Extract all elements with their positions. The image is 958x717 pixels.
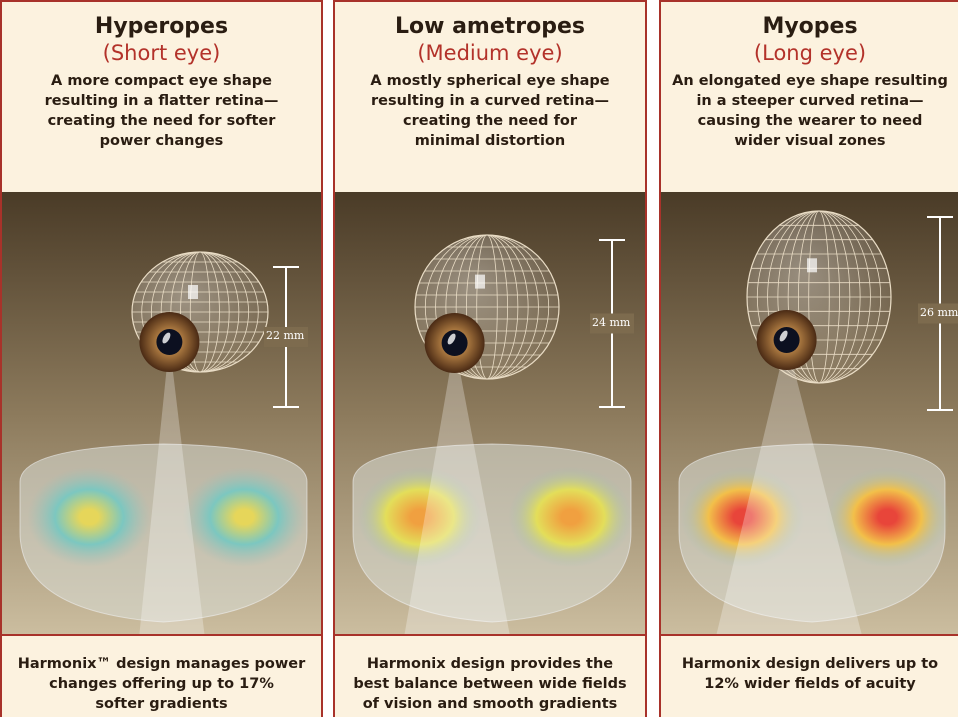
description-line: creating the need for xyxy=(335,111,645,131)
footer-line: Harmonix design provides the xyxy=(335,654,645,674)
footer-line: softer gradients xyxy=(2,694,321,714)
lens-zone xyxy=(509,467,633,567)
panel: Myopes(Long eye) An elongated eye shape r… xyxy=(659,0,958,717)
lens-zone xyxy=(27,467,151,567)
measurement: 22 mm xyxy=(266,329,304,342)
footer-line: Harmonix™ design manages power xyxy=(2,654,321,674)
description-line: in a steeper curved retina— xyxy=(661,91,958,111)
page: Hyperopes(Short eye) A more compact eye s… xyxy=(0,0,958,717)
description-line: resulting in a flatter retina— xyxy=(2,91,321,111)
description-line: A mostly spherical eye shape xyxy=(335,71,645,91)
description-line: A more compact eye shape xyxy=(2,71,321,91)
footer-line: best balance between wide fields xyxy=(335,674,645,694)
description-line: wider visual zones xyxy=(661,131,958,151)
footer-line: of vision and smooth gradients xyxy=(335,694,645,714)
description-line: power changes xyxy=(2,131,321,151)
panel-header: Myopes(Long eye) An elongated eye shape r… xyxy=(661,2,958,194)
illustration xyxy=(335,192,647,634)
footer-line: 12% wider fields of acuity xyxy=(661,674,958,694)
panel: Low ametropes(Medium eye) A mostly spheri… xyxy=(333,0,647,717)
panel-title: Hyperopes xyxy=(2,14,321,39)
eye-highlight xyxy=(188,285,198,299)
panel-subtitle: (Short eye) xyxy=(2,41,321,65)
description-line: An elongated eye shape resulting xyxy=(661,71,958,91)
panel-title: Low ametropes xyxy=(335,14,645,39)
eye-highlight xyxy=(475,275,485,289)
panel: Hyperopes(Short eye) A more compact eye s… xyxy=(0,0,323,717)
panel-title: Myopes xyxy=(661,14,958,39)
lens-zone xyxy=(826,467,950,567)
description-line: resulting in a curved retina— xyxy=(335,91,645,111)
eye-highlight xyxy=(807,258,817,272)
lens-zone xyxy=(182,467,306,567)
footer-line: Harmonix design delivers up to xyxy=(661,654,958,674)
description-line: minimal distortion xyxy=(335,131,645,151)
footer-line: changes offering up to 17% xyxy=(2,674,321,694)
panel-subtitle: (Long eye) xyxy=(661,41,958,65)
description-line: causing the wearer to need xyxy=(661,111,958,131)
illustration xyxy=(2,192,323,634)
measurement: 24 mm xyxy=(592,316,630,329)
panel-header: Hyperopes(Short eye) A more compact eye s… xyxy=(2,2,321,194)
panel-header: Low ametropes(Medium eye) A mostly spheri… xyxy=(335,2,645,194)
illustration xyxy=(661,192,958,634)
panel-subtitle: (Medium eye) xyxy=(335,41,645,65)
description-line: creating the need for softer xyxy=(2,111,321,131)
measurement: 26 mm xyxy=(920,306,958,319)
